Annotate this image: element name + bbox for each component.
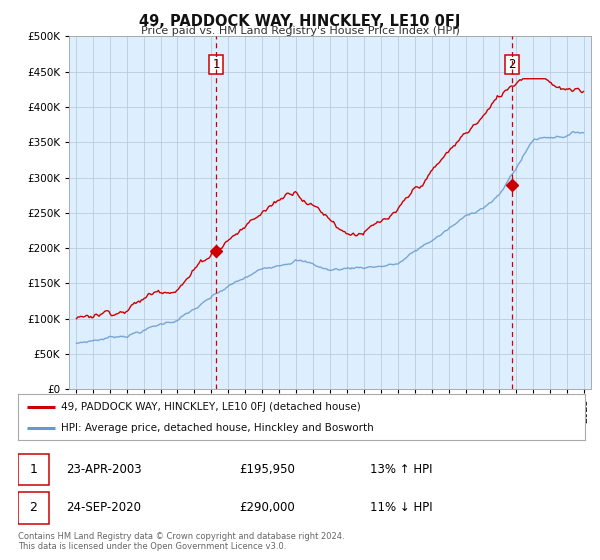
Text: Price paid vs. HM Land Registry's House Price Index (HPI): Price paid vs. HM Land Registry's House … xyxy=(140,26,460,36)
Text: 49, PADDOCK WAY, HINCKLEY, LE10 0FJ (detached house): 49, PADDOCK WAY, HINCKLEY, LE10 0FJ (det… xyxy=(61,402,360,412)
Text: 49, PADDOCK WAY, HINCKLEY, LE10 0FJ: 49, PADDOCK WAY, HINCKLEY, LE10 0FJ xyxy=(139,14,461,29)
Text: 13% ↑ HPI: 13% ↑ HPI xyxy=(370,463,432,475)
Bar xyxy=(18,492,49,524)
Text: £290,000: £290,000 xyxy=(239,501,295,514)
Text: 2: 2 xyxy=(29,501,37,514)
Text: 1: 1 xyxy=(212,58,220,71)
Text: 24-SEP-2020: 24-SEP-2020 xyxy=(66,501,141,514)
Text: HPI: Average price, detached house, Hinckley and Bosworth: HPI: Average price, detached house, Hinc… xyxy=(61,423,373,433)
Text: £195,950: £195,950 xyxy=(239,463,295,475)
Text: 2: 2 xyxy=(508,58,515,71)
Text: Contains HM Land Registry data © Crown copyright and database right 2024.: Contains HM Land Registry data © Crown c… xyxy=(18,532,344,541)
Bar xyxy=(18,454,49,486)
Text: 11% ↓ HPI: 11% ↓ HPI xyxy=(370,501,432,514)
Text: 1: 1 xyxy=(29,463,37,475)
Text: 23-APR-2003: 23-APR-2003 xyxy=(66,463,142,475)
Text: This data is licensed under the Open Government Licence v3.0.: This data is licensed under the Open Gov… xyxy=(18,542,286,551)
